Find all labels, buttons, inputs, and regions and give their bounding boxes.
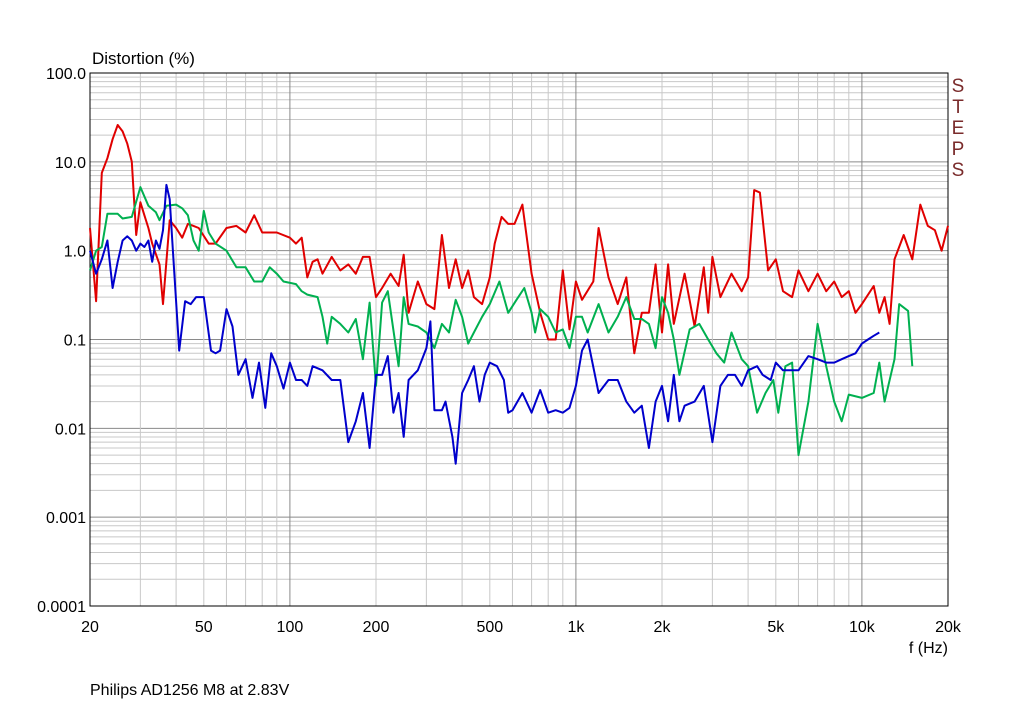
watermark-letter: S	[952, 76, 965, 97]
y-tick-label: 1.0	[64, 244, 86, 261]
series-line-1	[89, 124, 949, 355]
y-tick-labels: 100.0 10.0 1.0 0.1 0.01 0.001 0.0001	[37, 66, 86, 616]
grid	[89, 73, 949, 607]
x-tick-label: 5k	[767, 619, 785, 636]
x-tick-label: 500	[476, 619, 503, 636]
x-tick-label: 100	[277, 619, 304, 636]
y-tick-label: 100.0	[46, 66, 86, 83]
watermark-letter: P	[952, 139, 965, 160]
y-tick-label: 0.01	[55, 421, 86, 438]
x-tick-label: 20k	[935, 619, 962, 636]
plot-frame	[89, 72, 949, 607]
series-layer	[89, 124, 949, 465]
y-tick-label: 0.1	[64, 333, 86, 350]
y-tick-label: 10.0	[55, 155, 86, 172]
x-tick-label: 1k	[567, 619, 585, 636]
x-tick-label: 200	[363, 619, 390, 636]
series-line-3	[89, 183, 880, 465]
x-tick-label: 50	[195, 619, 213, 636]
watermark-letter: T	[952, 97, 964, 118]
x-tick-label: 2k	[654, 619, 672, 636]
x-tick-label: 20	[81, 619, 99, 636]
watermark-letter: S	[952, 160, 965, 181]
y-tick-label: 0.001	[46, 510, 86, 527]
x-tick-labels: 20 50 100 200 500 1k 2k 5k 10k 20k	[81, 619, 962, 636]
chart-caption: Philips AD1256 M8 at 2.83V	[90, 682, 290, 699]
series-line-2	[89, 186, 914, 457]
x-axis-label: f (Hz)	[909, 640, 948, 657]
x-tick-label: 10k	[849, 619, 876, 636]
y-tick-label: 0.0001	[37, 599, 86, 616]
y-axis-label: Distortion (%)	[92, 49, 195, 68]
watermark-letter: E	[952, 118, 965, 139]
